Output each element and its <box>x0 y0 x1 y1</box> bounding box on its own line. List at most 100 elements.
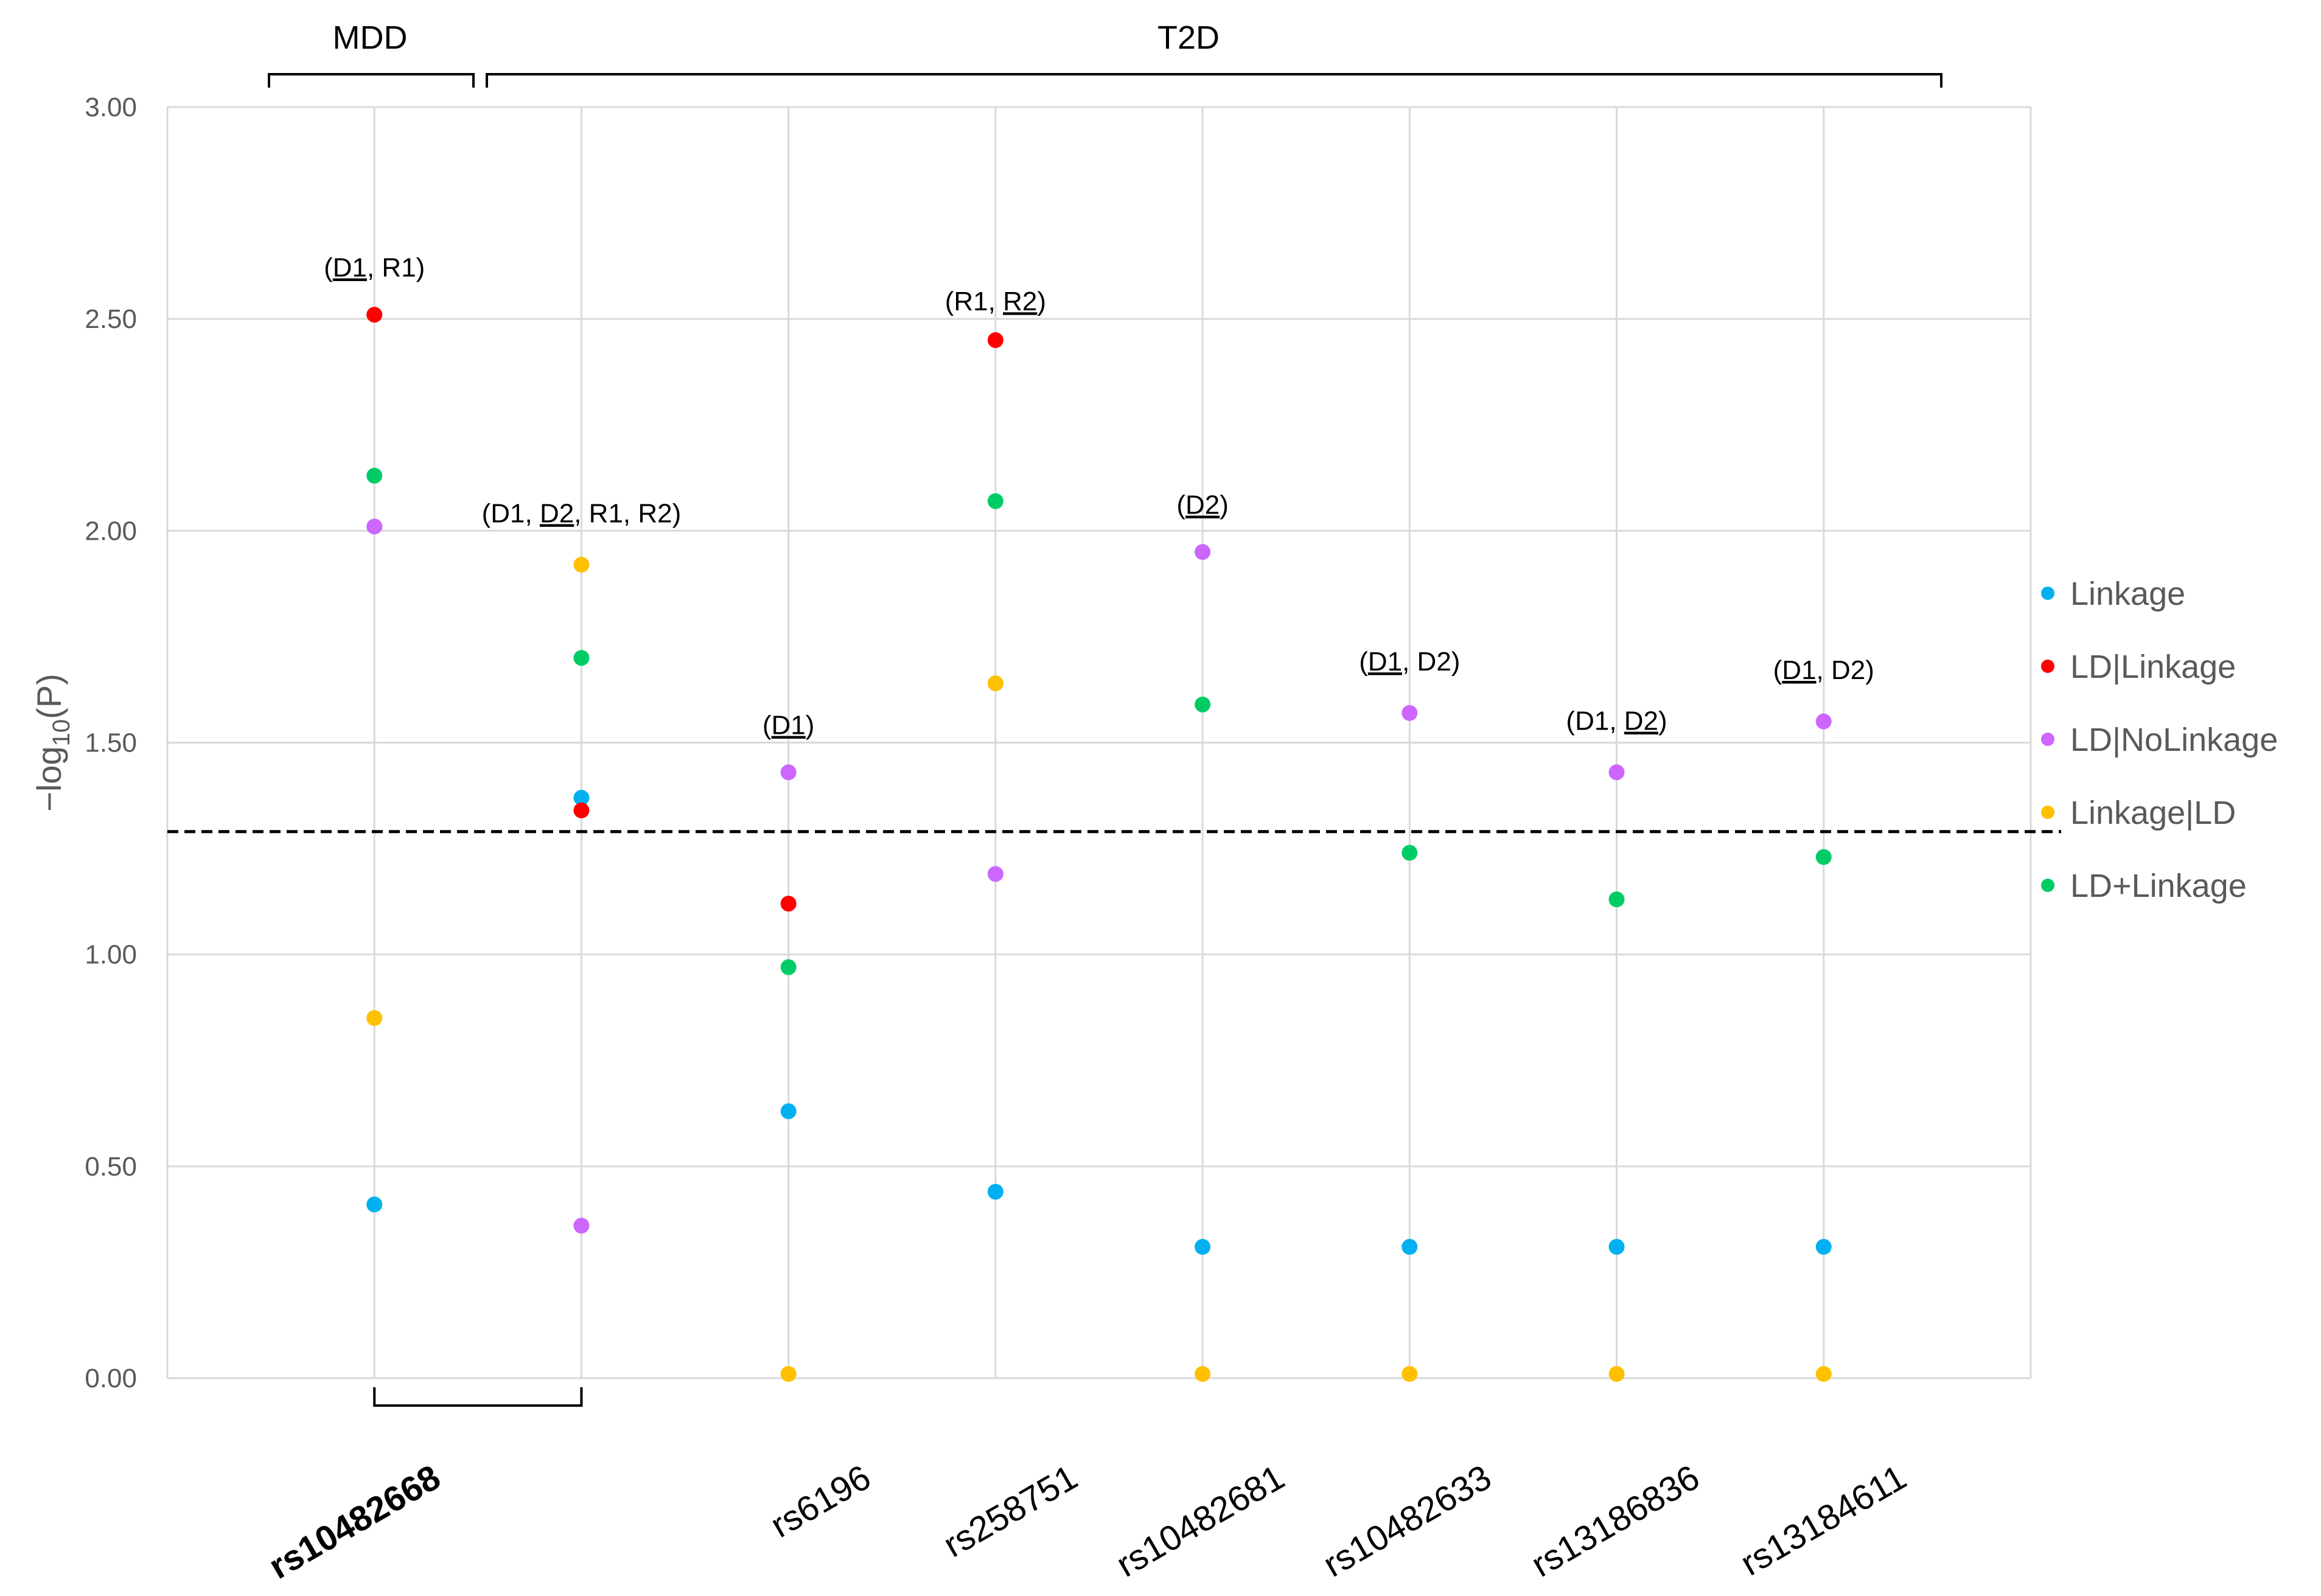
x-tick-label: rs10482633 <box>1317 1457 1498 1584</box>
point-annotation: (D1) <box>763 711 815 741</box>
y-axis-title-text: −log10(P) <box>30 674 75 812</box>
point-linkage-ld <box>366 1010 383 1026</box>
point-ld-linkage <box>987 332 1003 348</box>
point-linkage <box>780 1103 797 1120</box>
point-linkage-ld <box>1401 1366 1418 1382</box>
annotation-part: ) <box>1658 706 1667 736</box>
point-annotation: (R1, R2) <box>945 287 1046 316</box>
point-ld-linkage <box>366 307 383 323</box>
point-annotation: (D1, D2) <box>1359 647 1460 677</box>
annotation-part: ( <box>763 711 772 741</box>
annotation-part: ) <box>1220 490 1229 520</box>
point-linkage-ld <box>1195 1366 1211 1382</box>
x-tick-label: rs10482681 <box>1110 1457 1291 1584</box>
annotation-part: ) <box>1037 287 1046 316</box>
point-linkage <box>1195 1239 1211 1255</box>
legend-label: Linkage <box>2070 576 2185 612</box>
annotation-part: , R1) <box>367 253 425 283</box>
group-bracket <box>268 73 475 88</box>
annotation-part: , D2) <box>1817 655 1874 685</box>
point-ld-nolinkage <box>366 518 383 535</box>
point-ld-nolinkage <box>1608 764 1625 781</box>
y-tick-label: 3.00 <box>85 92 137 122</box>
annotation-underlined: D1 <box>1368 647 1402 677</box>
annotation-part: ) <box>806 711 815 741</box>
y-tick-label: 2.50 <box>85 304 137 334</box>
point-linkage-ld <box>1608 1366 1625 1382</box>
legend-label: LD|Linkage <box>2070 649 2236 685</box>
point-ld-nolinkage <box>1401 705 1418 721</box>
annotation-part: , D2) <box>1402 647 1460 677</box>
y-axis-ticks: 0.00 0.50 1.00 1.50 2.00 2.50 3.00 <box>85 92 137 1393</box>
data-points <box>366 307 1832 1382</box>
point-annotation: (D1, D2) <box>1773 655 1874 685</box>
point-ld-nolinkage <box>780 764 797 781</box>
y-tick-label: 2.00 <box>85 516 137 546</box>
x-tick-label: rs10482668 <box>262 1457 447 1587</box>
legend-marker <box>2041 879 2054 892</box>
point-linkage-ld <box>780 1366 797 1382</box>
point-linkage-ld <box>987 675 1003 692</box>
annotation-part: ( <box>324 253 333 283</box>
y-title-tail: (P) <box>30 674 68 719</box>
point-ld-nolinkage <box>573 1218 590 1234</box>
point-annotation: (D2) <box>1176 490 1229 520</box>
annotation-underlined: D1 <box>772 711 806 741</box>
point-linkage <box>573 790 590 806</box>
legend-marker <box>2041 587 2054 600</box>
point-ld-linkage <box>987 493 1003 509</box>
y-title-main: −log <box>30 746 68 811</box>
point-ld-nolinkage <box>1195 544 1211 560</box>
y-title-sub: 10 <box>48 719 75 747</box>
annotation-underlined: R2 <box>1003 287 1037 316</box>
annotation-underlined: D2 <box>540 498 574 528</box>
legend-marker <box>2041 806 2054 819</box>
y-tick-label: 1.50 <box>85 728 137 758</box>
point-ld-linkage <box>780 896 797 912</box>
group-label: T2D <box>1157 19 1220 56</box>
x-axis-labels: rs10482668 rs6196 rs258751 rs10482681 rs1048… <box>262 1457 1913 1587</box>
point-ld-linkage <box>1195 696 1211 713</box>
annotation-underlined: D1 <box>1782 655 1816 685</box>
legend-marker <box>2041 660 2054 673</box>
grid <box>166 106 2032 1379</box>
point-linkage <box>1608 1239 1625 1255</box>
point-ld-linkage <box>780 959 797 975</box>
x-tick-label: rs6196 <box>764 1457 877 1545</box>
point-ld-nolinkage <box>987 866 1003 882</box>
y-tick-label: 0.50 <box>85 1152 137 1182</box>
legend: Linkage LD|Linkage LD|NoLinkage Linkage|LD L… <box>2041 576 2278 904</box>
x-tick-label: rs258751 <box>937 1457 1084 1565</box>
point-ld-linkage <box>1401 845 1418 861</box>
snp-bracket <box>373 1387 583 1407</box>
legend-marker <box>2041 733 2054 746</box>
y-tick-label: 1.00 <box>85 940 137 970</box>
annotations: (D1, R1)(D1, D2, R1, R2)(D1)(R1, R2)(D2)… <box>324 253 1874 741</box>
annotation-part: (R1, <box>945 287 1003 316</box>
group-bracket <box>486 73 1942 88</box>
point-ld-nolinkage <box>1815 713 1832 730</box>
point-ld-linkage <box>1815 849 1832 865</box>
y-tick-label: 0.00 <box>85 1364 137 1393</box>
point-ld-linkage <box>366 467 383 484</box>
annotation-part: ( <box>1359 647 1368 677</box>
annotation-part: ( <box>1773 655 1782 685</box>
x-tick-label: rs13184611 <box>1734 1457 1913 1583</box>
point-annotation: (D1, D2) <box>1566 706 1667 736</box>
annotation-part: , R1, R2) <box>574 498 681 528</box>
legend-label: Linkage|LD <box>2070 795 2236 831</box>
y-axis-title: −log10(P) <box>30 674 75 812</box>
group-label: MDD <box>333 19 408 56</box>
point-linkage-ld <box>1815 1366 1832 1382</box>
annotation-underlined: D1 <box>333 253 367 283</box>
annotation-part: ( <box>1176 490 1185 520</box>
point-ld-linkage <box>573 802 590 818</box>
legend-label: LD|NoLinkage <box>2070 722 2278 758</box>
point-linkage <box>1815 1239 1832 1255</box>
point-annotation: (D1, R1) <box>324 253 425 283</box>
point-annotation: (D1, D2, R1, R2) <box>482 498 682 528</box>
legend-label: LD+Linkage <box>2070 868 2247 904</box>
x-tick-label: rs13186836 <box>1525 1457 1706 1584</box>
annotation-part: (D1, <box>1566 706 1624 736</box>
